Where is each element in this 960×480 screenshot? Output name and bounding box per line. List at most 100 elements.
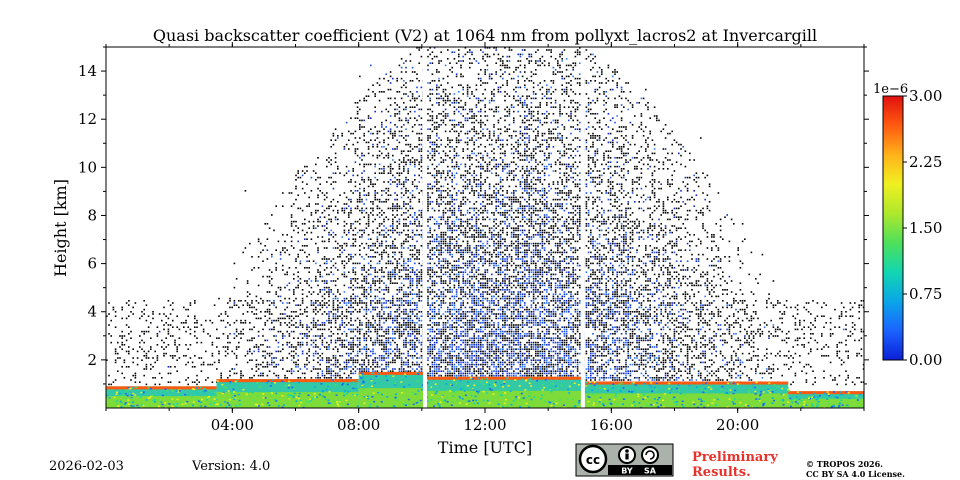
signal-speck xyxy=(295,361,297,364)
signal-speck xyxy=(389,245,392,247)
signal-speck xyxy=(427,280,429,282)
signal-speck xyxy=(440,113,442,115)
signal-speck xyxy=(359,187,361,190)
signal-speck xyxy=(453,110,456,113)
signal-speck xyxy=(453,370,456,372)
signal-speck xyxy=(339,256,341,258)
signal-speck xyxy=(407,135,409,137)
signal-speck xyxy=(449,245,451,247)
signal-speck xyxy=(475,302,478,304)
signal-speck xyxy=(134,377,137,379)
signal-speck xyxy=(114,359,117,361)
signal-speck xyxy=(165,322,167,324)
signal-speck xyxy=(341,368,343,370)
signal-speck xyxy=(374,295,376,298)
signal-speck xyxy=(447,284,449,287)
signal-speck xyxy=(398,357,401,359)
signal-speck xyxy=(372,242,374,245)
signal-speck xyxy=(449,269,451,271)
signal-speck xyxy=(453,368,456,370)
signal-speck xyxy=(447,201,449,203)
signal-speck xyxy=(389,341,392,344)
signal-speck xyxy=(427,49,429,51)
signal-speck xyxy=(464,284,467,287)
signal-speck xyxy=(436,282,438,284)
signal-speck xyxy=(411,196,414,199)
signal-speck xyxy=(398,326,401,328)
signal-speck xyxy=(466,179,469,181)
signal-speck xyxy=(477,73,480,75)
signal-speck xyxy=(178,344,181,346)
signal-speck xyxy=(315,335,317,337)
signal-speck xyxy=(394,275,396,278)
signal-speck xyxy=(238,333,240,335)
signal-speck xyxy=(453,126,456,128)
signal-speck xyxy=(473,170,475,172)
signal-speck xyxy=(444,242,447,245)
signal-speck xyxy=(288,352,291,355)
signal-speck xyxy=(381,190,383,192)
signal-speck xyxy=(251,302,253,304)
signal-speck xyxy=(328,359,330,361)
signal-speck xyxy=(473,291,475,293)
signal-speck xyxy=(352,346,354,348)
signal-speck xyxy=(348,311,350,313)
signal-speck xyxy=(304,192,306,194)
signal-speck xyxy=(178,328,181,331)
signal-speck xyxy=(471,359,473,361)
signal-speck xyxy=(378,212,381,214)
signal-speck xyxy=(260,297,262,300)
signal-speck xyxy=(326,346,328,348)
signal-speck xyxy=(337,256,339,258)
signal-speck xyxy=(407,333,409,335)
signal-speck xyxy=(345,324,348,326)
signal-speck xyxy=(392,322,394,324)
signal-speck xyxy=(396,183,398,185)
signal-speck xyxy=(455,229,458,232)
signal-speck xyxy=(389,71,392,73)
signal-speck xyxy=(356,295,359,298)
signal-speck xyxy=(389,121,392,124)
signal-speck xyxy=(475,132,478,135)
signal-speck xyxy=(370,291,372,293)
signal-speck xyxy=(354,319,357,322)
signal-speck xyxy=(449,344,451,346)
signal-speck xyxy=(462,372,464,375)
signal-speck xyxy=(466,223,469,225)
signal-speck xyxy=(363,269,365,271)
signal-speck xyxy=(286,271,288,273)
signal-speck xyxy=(180,322,183,324)
signal-speck xyxy=(458,97,460,100)
signal-speck xyxy=(143,313,145,315)
signal-speck xyxy=(350,227,352,229)
signal-speck xyxy=(460,201,462,203)
signal-speck xyxy=(420,55,423,58)
signal-speck xyxy=(310,304,313,306)
signal-speck xyxy=(400,150,403,152)
signal-speck xyxy=(392,339,394,342)
signal-speck xyxy=(398,181,401,183)
signal-speck xyxy=(433,181,436,183)
signal-speck xyxy=(462,179,464,181)
signal-speck xyxy=(169,335,172,337)
signal-speck xyxy=(409,80,412,82)
signal-speck xyxy=(354,297,357,300)
signal-speck xyxy=(398,159,401,161)
signal-speck xyxy=(436,275,438,278)
signal-speck xyxy=(317,368,319,370)
signal-speck xyxy=(458,337,460,339)
signal-speck xyxy=(288,192,291,194)
signal-speck xyxy=(427,209,429,212)
signal-speck xyxy=(352,192,354,194)
signal-speck xyxy=(438,236,440,238)
signal-speck xyxy=(319,302,321,304)
signal-speck xyxy=(455,269,458,271)
signal-speck xyxy=(262,302,264,304)
signal-speck xyxy=(106,315,108,317)
signal-speck xyxy=(315,278,317,280)
signal-speck xyxy=(275,291,277,293)
signal-speck xyxy=(400,152,403,155)
signal-speck xyxy=(297,253,299,256)
signal-speck xyxy=(473,264,475,267)
signal-speck xyxy=(469,289,471,291)
